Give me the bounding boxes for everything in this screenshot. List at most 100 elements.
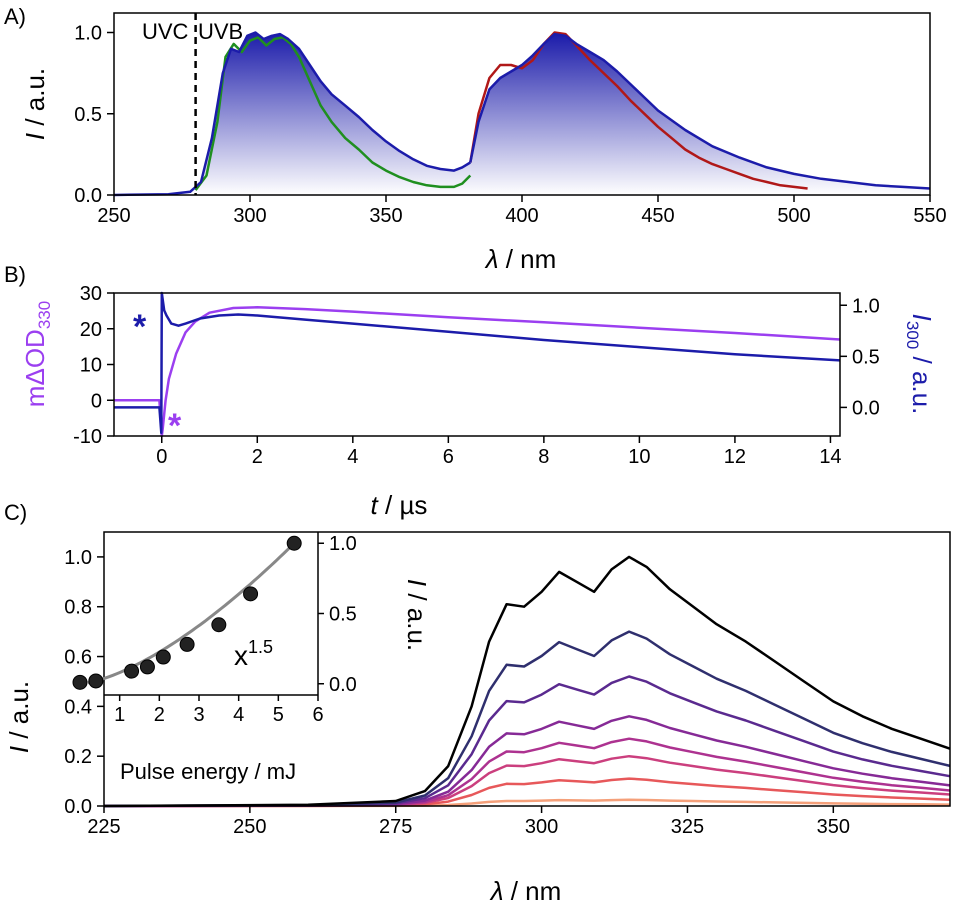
panel-b-x-tick-label: 12	[724, 446, 746, 468]
inset-point	[155, 649, 171, 665]
panel-a-fill-1	[470, 34, 930, 195]
panel-a-x-tick-label: 400	[505, 205, 538, 227]
panel-c-series-0	[103, 555, 951, 808]
panel-b-x-tick-label: 4	[347, 446, 358, 468]
inset-x-ticks: 1 2 3 4 5 6	[114, 695, 324, 726]
panel-c: C) 225 250 275 300 325 350 0.00.20.40.60.81.0…	[4, 500, 951, 906]
panel-a-label: A)	[4, 4, 26, 29]
inset-y-axis-unit: / a.u.	[402, 586, 432, 651]
panel-b-navy-marker: *	[133, 308, 147, 346]
inset-point	[286, 535, 302, 551]
panel-c-series-6	[103, 777, 951, 808]
panel-c-y-axis-unit: / a.u.	[4, 681, 34, 746]
inset-point	[88, 673, 104, 689]
inset-point	[124, 663, 140, 679]
panel-b-right-axis-label: I300 / a.u.	[903, 314, 937, 415]
panel-a-fill-0	[114, 32, 471, 195]
panel-b-series	[114, 291, 841, 438]
inset-y-axis-label: I / a.u.	[402, 579, 432, 651]
panel-b-series-violet	[114, 306, 841, 438]
panel-c-series-1	[103, 630, 951, 808]
panel-b-left-tick-label: 30	[80, 283, 102, 305]
panel-c-x-tick-label: 275	[379, 816, 412, 838]
inset-y-tick-label: 0.5	[329, 604, 357, 626]
panel-a-x-ticks: 250 300 350 400 450 500 550	[97, 195, 947, 227]
inset-x-tick-label: 4	[233, 704, 244, 726]
panel-a-series	[113, 31, 931, 197]
inset-fit-curve	[87, 540, 298, 685]
panel-b-right-axis-subscript: 300	[903, 321, 922, 349]
panel-c-y-tick-label: 0.6	[64, 647, 92, 669]
panel-c-series-4	[103, 737, 951, 808]
uvb-label: UVB	[198, 19, 243, 44]
panel-a-series-blue-1	[469, 32, 931, 190]
inset-y-tick-label: 1.0	[329, 533, 357, 555]
panel-a-fills	[114, 32, 930, 195]
uvc-label: UVC	[142, 19, 189, 44]
panel-c-x-tick-label: 300	[525, 816, 558, 838]
panel-c-inset: 1 2 3 4 5 6 0.0 0.5 1.0 Pulse energy / mJ I / a…	[72, 532, 432, 784]
panel-b-x-axis-label: t / µs	[371, 490, 428, 520]
panel-b-right-axis-symbol: I	[907, 314, 937, 321]
panel-c-y-tick-label: 1.0	[64, 547, 92, 569]
inset-x-tick-label: 3	[193, 704, 204, 726]
panel-b-left-tick-label: 20	[80, 319, 102, 341]
panel-a-x-axis-unit: / nm	[499, 244, 557, 274]
panel-b-violet-marker: *	[168, 407, 182, 445]
panel-a-y-tick-label: 0.0	[74, 185, 102, 207]
panel-a-x-tick-label: 450	[641, 205, 674, 227]
panel-c-x-axis-unit: / nm	[504, 876, 562, 906]
panel-b-x-tick-label: 8	[538, 446, 549, 468]
inset-point	[139, 659, 155, 675]
panel-a-y-tick-label: 0.5	[74, 104, 102, 126]
panel-b-label: B)	[4, 262, 26, 287]
panel-b-right-axis-unit: / a.u.	[907, 349, 937, 414]
inset-point	[211, 617, 227, 633]
panel-c-y-tick-label: 0.2	[64, 746, 92, 768]
panel-c-x-tick-label: 250	[233, 816, 266, 838]
inset-point	[243, 586, 259, 602]
panel-a-y-axis-symbol: I	[20, 133, 50, 140]
panel-b-left-tick-label: 10	[80, 355, 102, 377]
panel-a-series-green-2	[194, 36, 472, 191]
panel-b-x-tick-label: 0	[156, 446, 167, 468]
panel-a-x-tick-label: 350	[369, 205, 402, 227]
inset-y-axis-symbol: I	[402, 579, 432, 586]
panel-c-x-axis-label: λ / nm	[489, 876, 562, 906]
panel-a-y-axis-label: I / a.u.	[20, 68, 50, 140]
panel-c-x-ticks: 225 250 275 300 325 350	[87, 806, 850, 838]
panel-c-label: C)	[4, 500, 27, 525]
panel-b-x-ticks: 0 2 4 6 8 10 12 14	[156, 436, 842, 468]
panel-b-left-axis-subscript: 330	[35, 301, 54, 329]
panel-b-left-tick-label: 0	[91, 390, 102, 412]
panel-b-left-axis-label: mΔOD330	[20, 301, 54, 407]
panel-c-y-tick-label: 0.8	[64, 597, 92, 619]
panel-a-x-tick-label: 300	[233, 205, 266, 227]
panel-c-y-ticks: 0.0 0.2 0.4 0.6 0.8 1.0	[64, 547, 104, 818]
panel-c-x-tick-label: 225	[87, 816, 120, 838]
panel-a-x-axis-symbol: λ	[484, 244, 499, 274]
panel-a-x-tick-label: 250	[97, 205, 130, 227]
inset-x-tick-label: 1	[114, 704, 125, 726]
inset-x-axis-label: Pulse energy / mJ	[120, 759, 296, 784]
panel-c-y-axis-label: I / a.u.	[4, 681, 34, 753]
panel-b-left-axis-text: mΔOD	[20, 329, 50, 407]
panel-a-y-tick-label: 1.0	[74, 23, 102, 45]
panel-b-series-navy	[114, 291, 841, 435]
panel-b-x-tick-label: 14	[819, 446, 841, 468]
panel-c-series-2	[103, 675, 951, 808]
panel-a-x-tick-label: 500	[777, 205, 810, 227]
panel-b-x-tick-label: 6	[443, 446, 454, 468]
inset-point	[72, 674, 88, 690]
panel-c-x-tick-label: 325	[671, 816, 704, 838]
panel-a: A) UVC UVB 250 300 350 400 450 500 550 0.0 0.5 1…	[4, 4, 947, 274]
panel-b-left-tick-label: -10	[73, 426, 102, 448]
panel-b-right-tick-label: 0.5	[852, 346, 880, 368]
panel-c-series-3	[103, 715, 951, 808]
panel-a-x-axis-label: λ / nm	[484, 244, 557, 274]
panel-c-y-axis-symbol: I	[4, 746, 34, 753]
inset-y-ticks: 0.0 0.5 1.0	[318, 533, 357, 696]
inset-x-tick-label: 2	[154, 704, 165, 726]
